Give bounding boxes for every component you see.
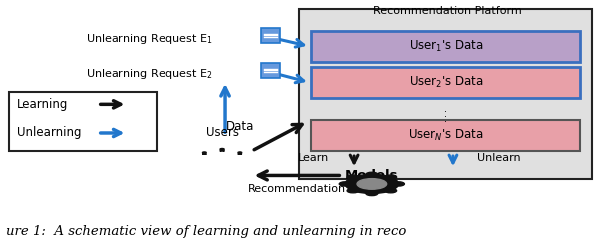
Text: Recommendation Platform: Recommendation Platform	[373, 6, 521, 16]
Text: Unlearning Request E$_2$: Unlearning Request E$_2$	[86, 67, 213, 81]
FancyBboxPatch shape	[311, 120, 580, 151]
FancyBboxPatch shape	[311, 67, 580, 98]
Circle shape	[347, 175, 359, 179]
Text: Learning: Learning	[17, 98, 68, 111]
Text: Unlearning: Unlearning	[17, 126, 81, 140]
Circle shape	[339, 182, 351, 186]
Circle shape	[202, 152, 206, 153]
Text: .: .	[445, 114, 448, 124]
Text: .: .	[445, 104, 448, 113]
Polygon shape	[202, 153, 207, 154]
Circle shape	[366, 191, 378, 196]
Circle shape	[357, 179, 387, 189]
Circle shape	[366, 172, 378, 176]
FancyBboxPatch shape	[260, 63, 280, 78]
FancyBboxPatch shape	[260, 28, 280, 43]
Polygon shape	[220, 150, 225, 151]
Circle shape	[385, 175, 397, 179]
Text: Unlearn: Unlearn	[477, 153, 520, 163]
Text: Learn: Learn	[297, 153, 329, 163]
Text: Data: Data	[226, 120, 255, 133]
Text: Models: Models	[345, 169, 399, 182]
Text: User$_1$'s Data: User$_1$'s Data	[408, 39, 483, 54]
Text: Unlearning Request E$_1$: Unlearning Request E$_1$	[86, 31, 213, 46]
Circle shape	[238, 152, 242, 153]
FancyBboxPatch shape	[311, 31, 580, 62]
FancyBboxPatch shape	[9, 92, 157, 151]
Circle shape	[220, 149, 224, 150]
Text: Users: Users	[205, 126, 239, 140]
FancyBboxPatch shape	[299, 9, 592, 179]
Text: Recommendation: Recommendation	[248, 184, 346, 194]
Circle shape	[385, 189, 397, 193]
Circle shape	[393, 182, 405, 186]
Circle shape	[347, 189, 359, 193]
Text: .: .	[445, 109, 448, 119]
Text: ure 1:  A schematic view of learning and unlearning in reco: ure 1: A schematic view of learning and …	[6, 225, 406, 238]
Circle shape	[345, 174, 399, 193]
Text: User$_N$'s Data: User$_N$'s Data	[408, 128, 484, 143]
Text: User$_2$'s Data: User$_2$'s Data	[408, 75, 483, 90]
Polygon shape	[238, 153, 242, 154]
